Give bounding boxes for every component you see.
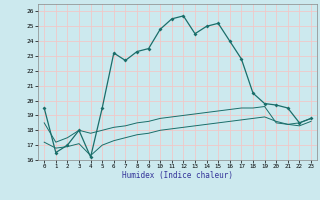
X-axis label: Humidex (Indice chaleur): Humidex (Indice chaleur): [122, 171, 233, 180]
